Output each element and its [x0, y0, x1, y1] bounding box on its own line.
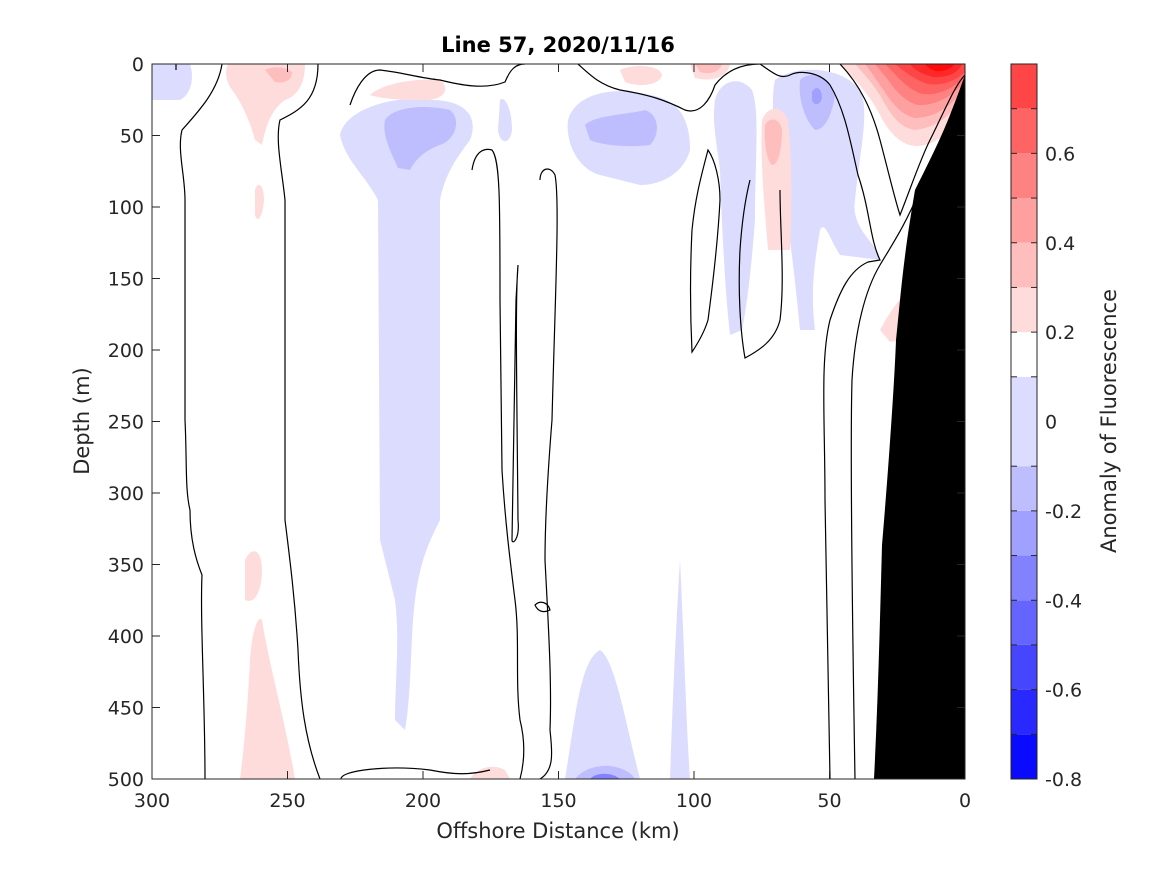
seafloor-mask: [874, 75, 965, 779]
zero-contour-line: [534, 601, 551, 613]
y-tick-label: 300: [108, 483, 144, 505]
negative-anomaly-core: [812, 88, 822, 105]
colorbar-swatch: [1011, 376, 1037, 467]
zero-contour-line: [577, 64, 761, 112]
y-tick-label: 250: [108, 412, 144, 434]
zero-contour-line: [738, 179, 783, 359]
positive-anomaly-region: [240, 619, 295, 779]
colorbar-tick-label: 0.4: [1045, 233, 1075, 255]
x-tick-label: 250: [269, 790, 305, 812]
chart-title: Line 57, 2020/11/16: [441, 33, 675, 57]
colorbar-swatch: [1011, 555, 1037, 601]
colorbar-swatch: [1011, 198, 1037, 243]
negative-anomaly-region: [713, 81, 757, 335]
negative-anomaly-core: [585, 110, 657, 147]
x-axis: 300 250 200 150 100 50 0: [134, 64, 971, 812]
y-tick-label: 350: [108, 555, 144, 577]
negative-anomaly-region: [772, 69, 880, 330]
colorbar-swatch: [1011, 689, 1037, 735]
negative-anomaly-region: [152, 64, 192, 100]
colorbar: [1010, 63, 1038, 780]
colorbar-swatch: [1011, 287, 1037, 333]
zero-contour-line: [759, 64, 881, 779]
positive-anomaly-region: [370, 79, 446, 100]
colorbar-frame: [1010, 63, 1038, 780]
colorbar-tick-label: -0.8: [1045, 769, 1082, 791]
zero-contour-line: [179, 64, 223, 779]
colorbar-tick-label: -0.2: [1045, 501, 1082, 523]
colorbar-ticks: 0.6 0.4 0.2 0 -0.2 -0.4 -0.6 -0.8: [1011, 63, 1082, 791]
negative-anomaly-region: [498, 99, 512, 142]
y-axis-label: Depth (m): [70, 367, 94, 474]
colorbar-swatch: [1011, 332, 1037, 377]
y-axis: 0 50 100 150 200 250 300 350 400 450 500: [108, 54, 965, 791]
positive-anomaly-core: [695, 64, 722, 74]
y-tick-label: 500: [108, 769, 144, 791]
colorbar-swatch: [1011, 734, 1037, 779]
x-tick-label: 150: [540, 790, 576, 812]
colorbar-swatch: [1011, 644, 1037, 690]
negative-anomaly-core: [384, 107, 457, 170]
colorbar-swatch: [1011, 510, 1037, 556]
y-tick-label: 400: [108, 626, 144, 648]
colorbar-tick-label: 0.2: [1045, 322, 1075, 344]
positive-anomaly-core: [265, 67, 292, 83]
negative-anomaly-region: [670, 560, 690, 779]
colorbar-tick-label: 0.6: [1045, 143, 1075, 165]
colorbar-swatch: [1011, 466, 1037, 511]
zero-contours: [175, 64, 965, 779]
colorbar-tick-label: 0: [1045, 412, 1057, 434]
zero-contour-line: [349, 64, 526, 106]
negative-anomaly-region: [340, 99, 473, 730]
positive-anomaly-core: [925, 64, 955, 72]
anomaly-fields: [152, 64, 965, 779]
positive-anomaly-core: [764, 119, 782, 165]
positive-anomaly-region: [226, 64, 305, 145]
y-tick-label: 0: [132, 54, 144, 76]
positive-anomaly-region: [245, 551, 262, 601]
colorbar-swatch: [1011, 153, 1037, 199]
y-tick-label: 450: [108, 698, 144, 720]
colorbar-tick-label: -0.4: [1045, 590, 1082, 612]
x-tick-label: 200: [405, 790, 441, 812]
x-tick-label: 100: [676, 790, 712, 812]
zero-contour-line: [471, 148, 525, 779]
positive-anomaly-region: [470, 766, 510, 779]
zero-contour-line: [839, 64, 965, 217]
zero-contour-line: [340, 767, 491, 779]
colorbar-swatch: [1011, 600, 1037, 645]
x-tick-label: 50: [817, 790, 841, 812]
positive-anomaly-region: [255, 184, 264, 220]
negative-anomaly-core: [590, 773, 620, 779]
zero-contour-line: [511, 264, 519, 543]
x-tick-label: 0: [959, 790, 971, 812]
negative-anomaly-core: [575, 765, 635, 779]
y-tick-label: 200: [108, 340, 144, 362]
x-axis-label: Offshore Distance (km): [436, 819, 679, 843]
colorbar-tick-label: -0.6: [1045, 680, 1082, 702]
colorbar-swatch: [1011, 108, 1037, 154]
negative-anomaly-region: [565, 650, 640, 779]
colorbar-swatch: [1011, 242, 1037, 288]
y-tick-label: 100: [108, 197, 144, 219]
y-tick-label: 50: [120, 126, 144, 148]
colorbar-swatch: [1011, 64, 1037, 109]
zero-contour-line: [689, 148, 721, 354]
positive-anomaly-region: [620, 65, 662, 86]
y-tick-label: 150: [108, 269, 144, 291]
zero-contour-line: [539, 168, 558, 779]
colorbar-label: Anomaly of Fluorescence: [1097, 289, 1121, 553]
x-tick-label: 300: [134, 790, 170, 812]
zero-contour-line: [277, 64, 321, 779]
